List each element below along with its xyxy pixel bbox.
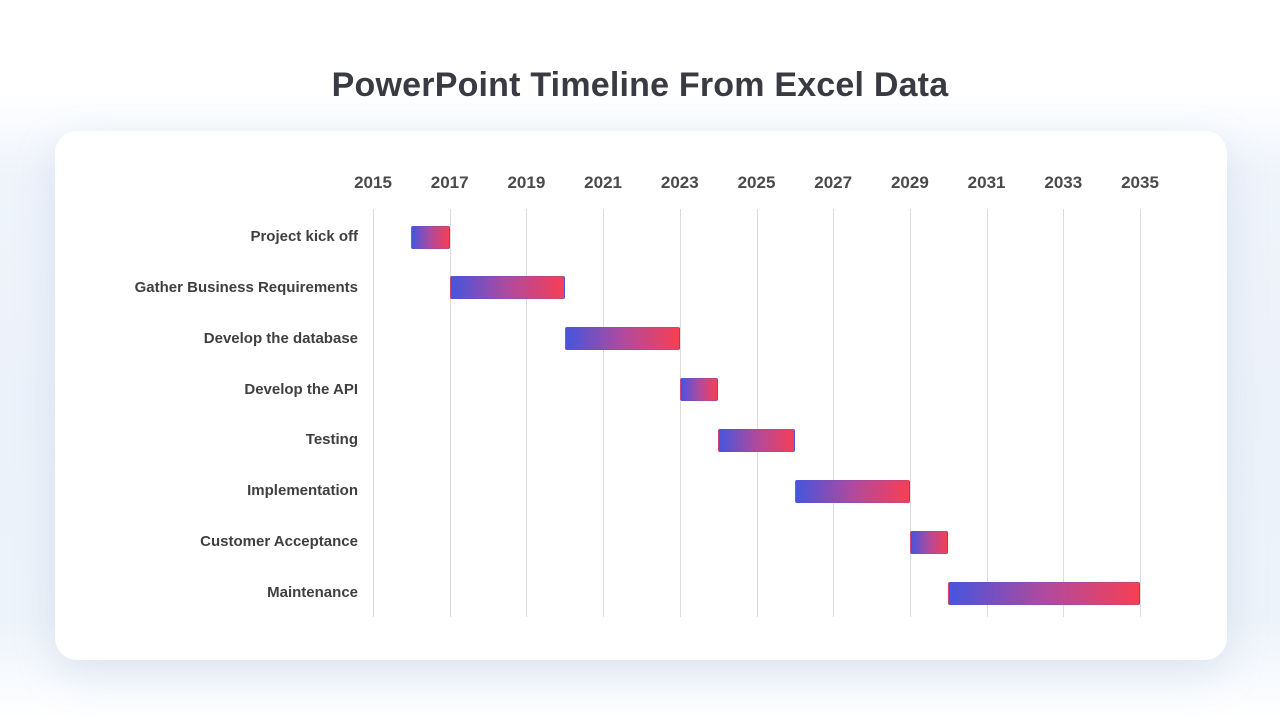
gridline bbox=[373, 209, 374, 617]
task-bar bbox=[948, 581, 1141, 605]
task-bar bbox=[909, 530, 949, 554]
task-bar bbox=[718, 428, 795, 452]
task-bar bbox=[411, 225, 450, 249]
year-tick-label: 2017 bbox=[430, 173, 469, 192]
year-tick-label: 2033 bbox=[1044, 173, 1083, 192]
task-bar bbox=[794, 479, 910, 503]
year-tick-label: 2025 bbox=[737, 173, 776, 192]
chart-card: 2015 2017 2019 2021 2023 2025 2027 2029 2031 2033… bbox=[55, 131, 1227, 660]
task-label: Gather Business Requirements bbox=[134, 278, 358, 296]
year-tick-label: 2035 bbox=[1121, 173, 1159, 192]
task-label: Implementation bbox=[247, 482, 358, 500]
gridline bbox=[679, 209, 681, 617]
year-tick-label: 2027 bbox=[814, 173, 853, 192]
task-label: Develop the database bbox=[203, 329, 358, 347]
gridline bbox=[833, 209, 835, 617]
gridline bbox=[909, 209, 911, 617]
year-tick-label: 2015 bbox=[354, 173, 392, 192]
task-label: Develop the API bbox=[244, 380, 358, 398]
year-tick-label: 2029 bbox=[890, 173, 929, 192]
page-title: PowerPoint Timeline From Excel Data bbox=[331, 66, 949, 104]
year-tick-label: 2023 bbox=[660, 173, 699, 192]
gridline bbox=[449, 209, 451, 617]
gridline bbox=[526, 209, 528, 617]
year-tick-label: 2019 bbox=[507, 173, 546, 192]
year-tick-label: 2031 bbox=[967, 173, 1006, 192]
task-bar bbox=[564, 327, 680, 351]
gridline bbox=[756, 209, 758, 617]
gridline bbox=[1063, 209, 1065, 617]
year-tick-label: 2021 bbox=[584, 173, 622, 192]
gridline bbox=[986, 209, 988, 617]
task-bar bbox=[449, 276, 565, 300]
task-label: Project kick off bbox=[250, 228, 358, 245]
task-label: Maintenance bbox=[267, 584, 358, 601]
task-label: Testing bbox=[305, 431, 358, 449]
gridline bbox=[1140, 209, 1141, 617]
gridline bbox=[603, 209, 605, 617]
gantt-chart: 2015 2017 2019 2021 2023 2025 2027 2029 2031 2033… bbox=[55, 131, 1227, 660]
task-label: Customer Acceptance bbox=[200, 533, 358, 551]
task-bar bbox=[679, 378, 719, 402]
